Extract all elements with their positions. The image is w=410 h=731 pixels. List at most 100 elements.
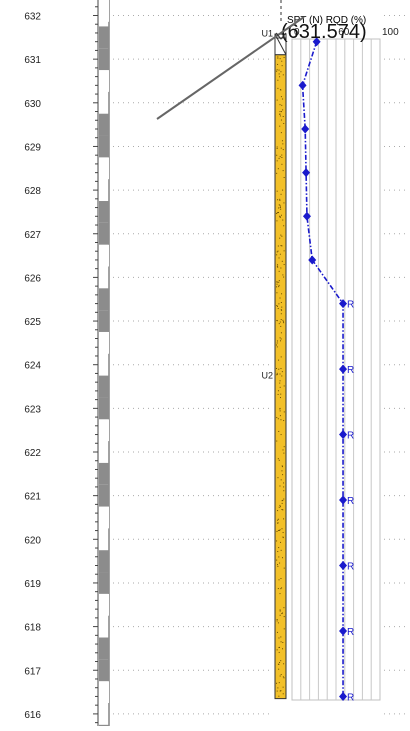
soil-speckle bbox=[279, 397, 281, 399]
soil-speckle bbox=[279, 253, 281, 255]
soil-speckle bbox=[278, 257, 280, 259]
soil-speckle bbox=[277, 264, 279, 266]
elevation-tick-label: 626 bbox=[24, 273, 41, 284]
ruler-band bbox=[99, 572, 109, 594]
soil-speckle bbox=[283, 250, 285, 252]
soil-speckle bbox=[276, 305, 278, 307]
soil-speckle bbox=[281, 309, 283, 311]
soil-speckle bbox=[276, 292, 278, 294]
elevation-tick-label: 629 bbox=[24, 142, 41, 153]
spt-plot-area: 0 60 100 bbox=[291, 27, 399, 701]
soil-speckle bbox=[279, 58, 281, 60]
elevation-label: (631.574) bbox=[281, 21, 367, 43]
soil-speckle bbox=[279, 76, 281, 78]
soil-speckle bbox=[278, 157, 280, 159]
ruler-band bbox=[99, 48, 109, 71]
soil-speckle bbox=[279, 675, 281, 677]
ruler-band bbox=[99, 135, 109, 158]
soil-speckle bbox=[280, 338, 282, 340]
elevation-tick-label: 625 bbox=[24, 317, 41, 328]
soil-speckle bbox=[276, 172, 278, 174]
soil-speckle bbox=[280, 340, 282, 342]
soil-speckle bbox=[280, 309, 282, 311]
soil-speckle bbox=[282, 149, 284, 151]
spt-data-point bbox=[339, 430, 348, 440]
soil-speckle bbox=[277, 87, 279, 89]
soil-speckle bbox=[276, 154, 278, 156]
soil-speckle bbox=[281, 587, 283, 589]
soil-speckle bbox=[282, 648, 284, 650]
soil-speckle bbox=[282, 693, 284, 695]
spt-data-point bbox=[339, 299, 348, 309]
soil-speckle bbox=[278, 651, 280, 653]
soil-speckle bbox=[277, 307, 279, 309]
soil-speckle bbox=[280, 119, 282, 121]
soil-speckle bbox=[278, 204, 280, 206]
soil-speckle bbox=[279, 206, 281, 208]
soil-speckle bbox=[276, 213, 278, 215]
ruler-band bbox=[99, 462, 109, 485]
ruler-band bbox=[99, 70, 109, 92]
soil-speckle bbox=[276, 281, 278, 283]
elevation-tick-label: 619 bbox=[24, 579, 41, 590]
soil-speckle bbox=[276, 367, 278, 369]
soil-speckle bbox=[278, 506, 280, 508]
soil-speckle bbox=[279, 662, 281, 664]
ground-surface-line bbox=[156, 16, 305, 120]
spt-data-point bbox=[301, 124, 310, 134]
soil-speckle bbox=[280, 541, 282, 543]
soil-speckle bbox=[279, 198, 281, 200]
soil-speckle bbox=[279, 111, 281, 113]
spt-series: R R R R R R R bbox=[298, 37, 354, 703]
soil-speckle bbox=[279, 485, 281, 487]
ruler-band bbox=[99, 550, 109, 573]
soil-speckle bbox=[280, 549, 282, 551]
ruler-band bbox=[99, 26, 109, 49]
soil-speckle bbox=[279, 690, 281, 692]
soil-speckle bbox=[277, 57, 279, 59]
soil-speckle bbox=[276, 440, 278, 442]
soil-speckle bbox=[279, 407, 281, 409]
soil-speckle bbox=[280, 245, 282, 247]
soil-speckle bbox=[280, 660, 282, 662]
soil-speckle bbox=[282, 676, 284, 678]
soil-speckle bbox=[276, 690, 278, 692]
soil-speckle bbox=[276, 342, 278, 344]
elevation-tick-label: 628 bbox=[24, 186, 41, 197]
soil-column: U1 U2 bbox=[261, 28, 287, 700]
soil-speckle bbox=[276, 620, 278, 622]
elevation-tick-label: 623 bbox=[24, 404, 41, 415]
soil-speckle bbox=[278, 280, 280, 282]
soil-speckle bbox=[278, 695, 280, 697]
soil-speckle bbox=[277, 168, 279, 170]
soil-speckle bbox=[282, 170, 284, 172]
soil-speckle bbox=[276, 631, 278, 633]
elevation-tick-label: 624 bbox=[24, 361, 41, 372]
elevation-tick-label: 630 bbox=[24, 99, 41, 110]
ruler-band bbox=[99, 681, 109, 703]
soil-speckle bbox=[283, 322, 285, 324]
soil-speckle bbox=[276, 372, 278, 374]
soil-speckle bbox=[276, 344, 278, 346]
soil-speckle bbox=[281, 245, 283, 247]
soil-speckle bbox=[276, 540, 278, 542]
soil-speckle bbox=[277, 79, 279, 81]
soil-speckle bbox=[280, 302, 282, 304]
soil-speckle bbox=[280, 319, 282, 321]
soil-speckle bbox=[278, 556, 280, 558]
soil-speckle bbox=[278, 547, 280, 549]
ruler-band bbox=[99, 397, 109, 420]
soil-speckle bbox=[278, 637, 280, 639]
soil-speckle bbox=[281, 60, 283, 62]
soil-speckle bbox=[280, 325, 282, 327]
soil-speckle bbox=[282, 499, 284, 501]
soil-speckle bbox=[279, 199, 281, 201]
soil-speckle bbox=[279, 529, 281, 531]
soil-speckle bbox=[277, 622, 279, 624]
soil-speckle bbox=[277, 529, 279, 531]
soil-speckle bbox=[280, 132, 282, 134]
ruler-band bbox=[99, 244, 109, 267]
soil-speckle bbox=[277, 393, 279, 395]
spt-point-label: R bbox=[347, 627, 354, 638]
